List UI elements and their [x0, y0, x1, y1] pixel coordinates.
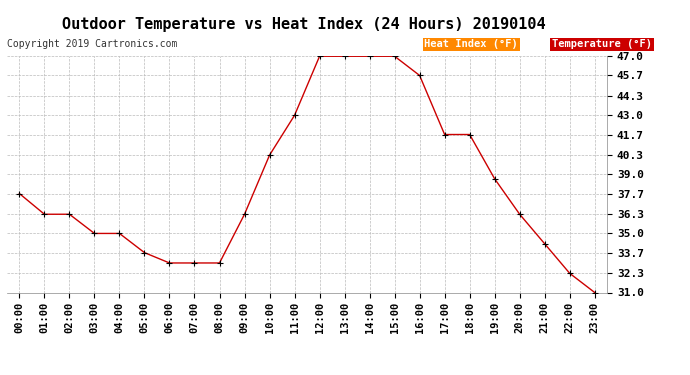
- Text: Outdoor Temperature vs Heat Index (24 Hours) 20190104: Outdoor Temperature vs Heat Index (24 Ho…: [62, 17, 545, 32]
- Text: Copyright 2019 Cartronics.com: Copyright 2019 Cartronics.com: [7, 39, 177, 50]
- Text: Temperature (°F): Temperature (°F): [552, 39, 652, 50]
- Text: Heat Index (°F): Heat Index (°F): [424, 39, 518, 50]
